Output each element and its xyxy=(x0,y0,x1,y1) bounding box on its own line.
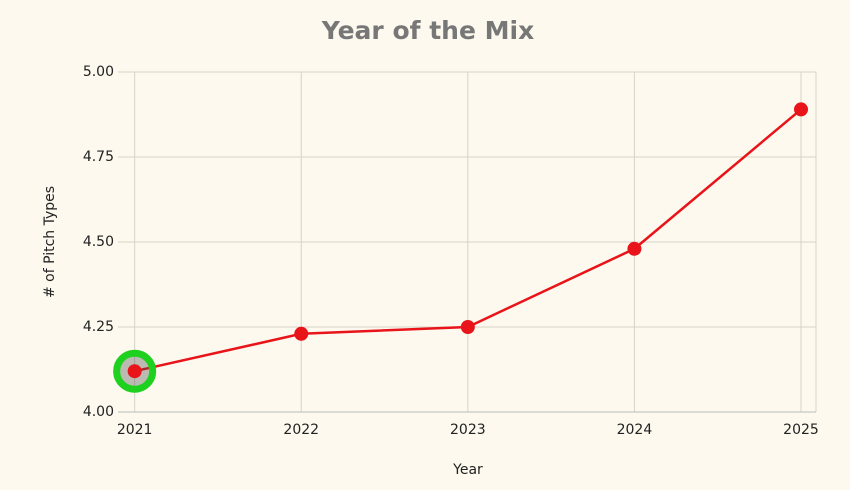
point xyxy=(460,320,475,334)
point xyxy=(127,364,142,379)
x-tick-label: 2021 xyxy=(117,422,153,438)
point xyxy=(627,241,642,256)
y-tick-label: 4.25 xyxy=(83,319,114,335)
point xyxy=(794,102,809,117)
y-tick-label: 5.00 xyxy=(83,64,114,80)
x-axis-label: Year xyxy=(452,462,483,478)
y-axis-label: # of Pitch Types xyxy=(42,186,58,298)
x-tick-label: 2024 xyxy=(617,422,653,438)
x-tick-label: 2025 xyxy=(783,422,819,438)
x-tick-label: 2022 xyxy=(283,422,319,438)
highlight-ring xyxy=(113,349,157,393)
point xyxy=(294,326,309,341)
y-tick-label: 4.00 xyxy=(83,404,114,420)
chart-title: Year of the Mix xyxy=(321,16,534,45)
y-tick-label: 4.75 xyxy=(83,149,114,165)
x-tick-label: 2023 xyxy=(450,422,486,438)
y-tick-label: 4.50 xyxy=(83,234,114,250)
